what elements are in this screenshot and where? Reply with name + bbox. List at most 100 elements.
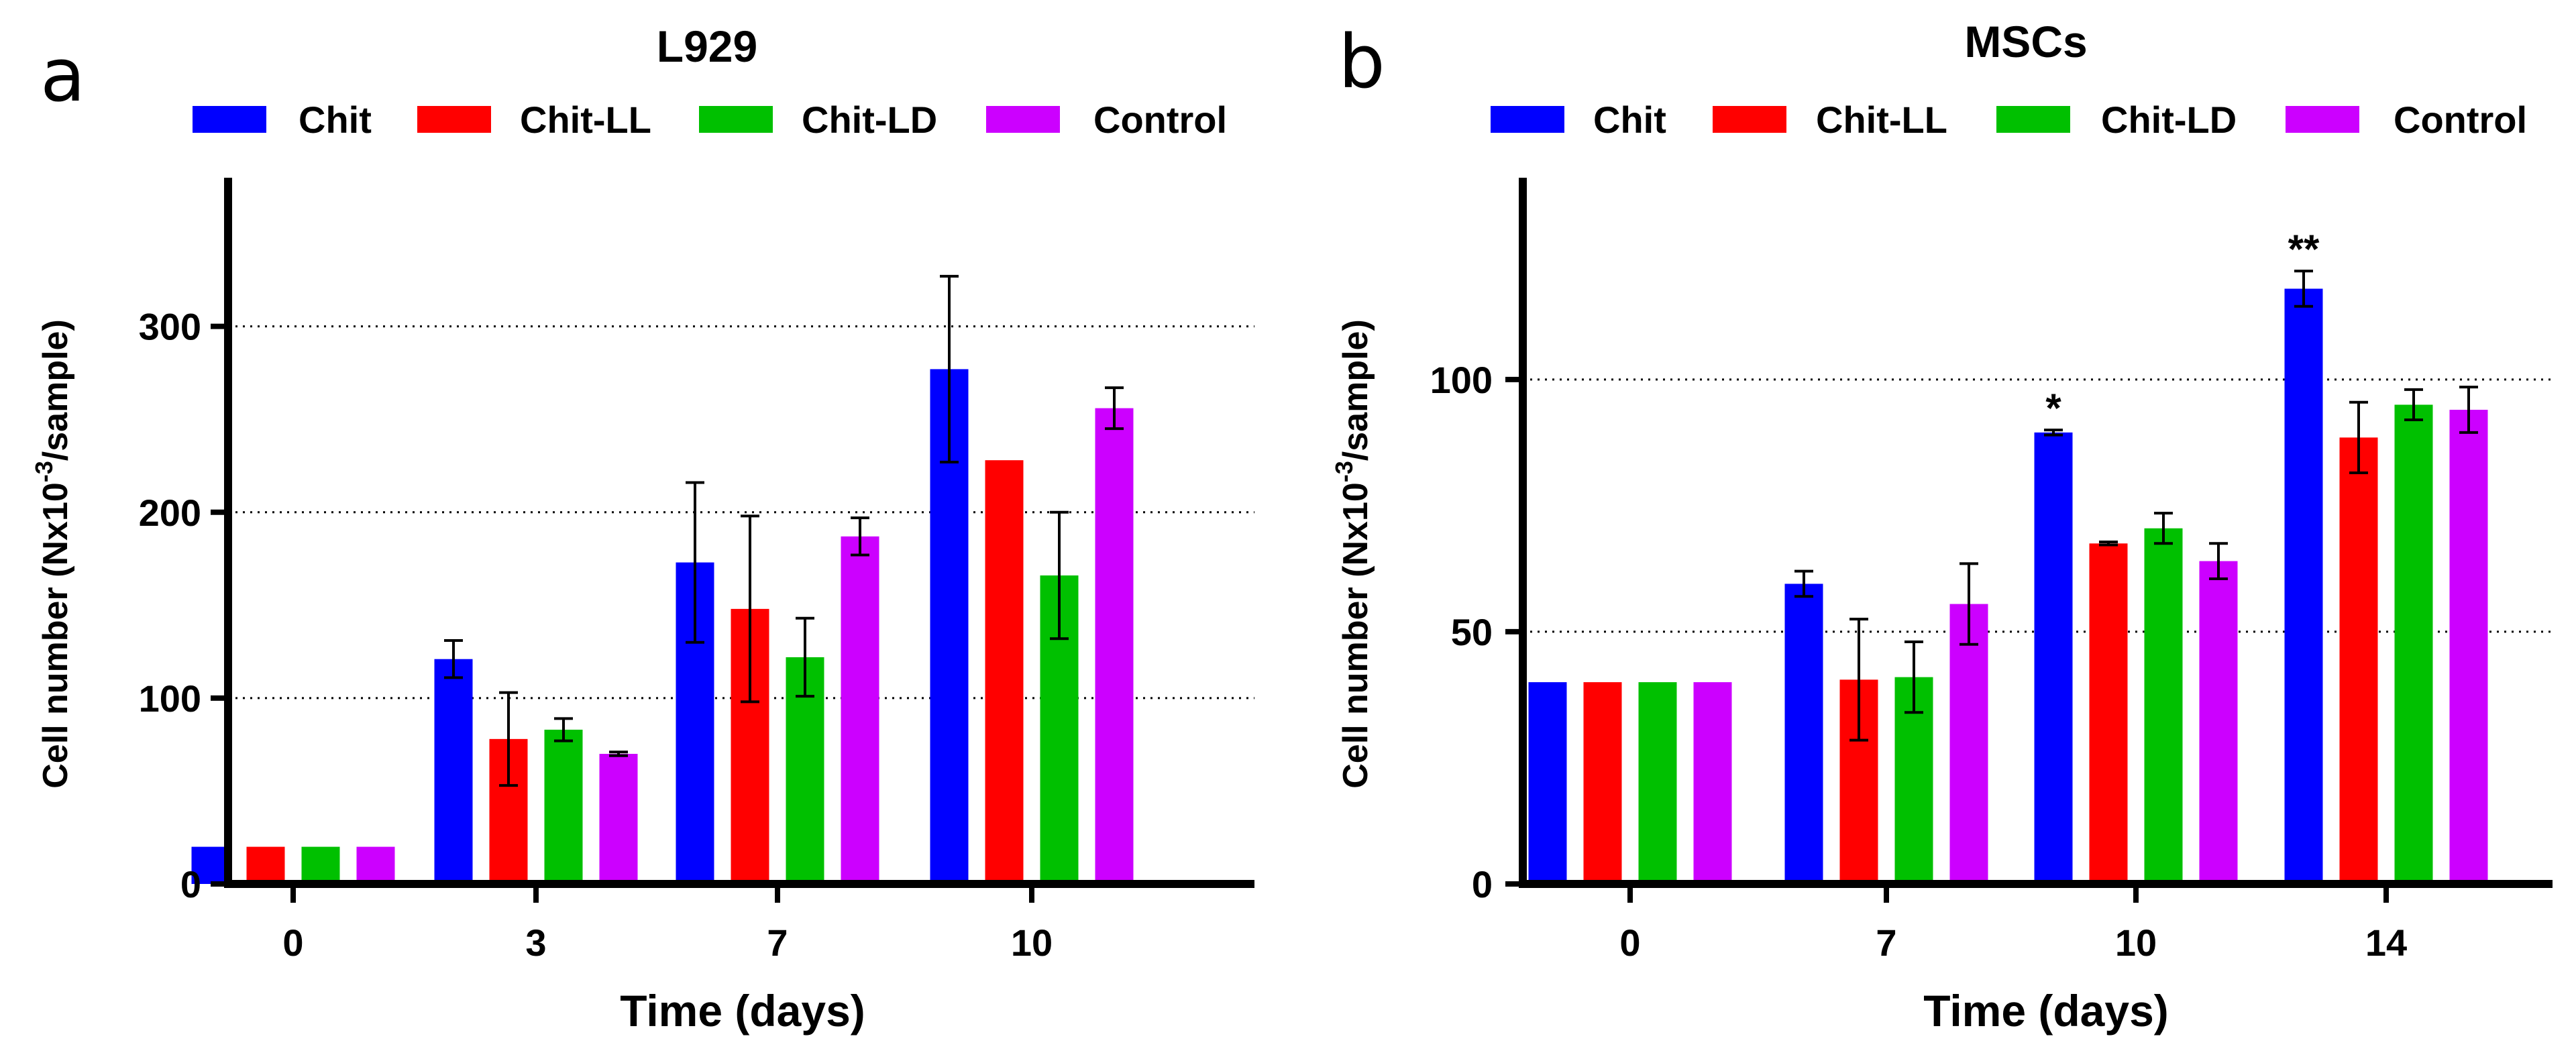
panel-b-x-tick-label-7: 7 xyxy=(1876,922,1896,964)
panel-a-bar-control-7 xyxy=(841,536,879,884)
panel-b-error-bar-chit-10 xyxy=(2044,429,2063,437)
panel-b-error-bar-chit-14 xyxy=(2294,270,2313,308)
panel-b-bar-chit-ld-0 xyxy=(1638,682,1677,884)
panel-b-error-bar-chit-7 xyxy=(1794,569,1813,598)
panel-a-error-bar-chit-ld-10 xyxy=(1050,510,1069,640)
panel-b-legend-label-chit-ld: Chit-LD xyxy=(2101,99,2237,141)
panel-b-title: MSCs xyxy=(1964,17,2087,66)
panel-a-bar-chit-3 xyxy=(434,659,473,884)
panel-a-legend-label-chit-ll: Chit-LL xyxy=(520,99,651,141)
panel-b-x-tick-label-10: 10 xyxy=(2115,922,2157,964)
panel-b-bar-chit-10 xyxy=(2034,432,2073,884)
panel-b-bar-chit-ld-10 xyxy=(2144,528,2183,884)
panel-a-y-axis-title-main: Cell number (Nx10 xyxy=(36,482,75,789)
panel-b-y-axis-title-sup: -3 xyxy=(1330,461,1358,482)
panel-a-legend-swatch-chit-ld xyxy=(699,106,773,133)
panel-a-y-tick-label-200: 200 xyxy=(139,492,201,534)
panel-a-legend-label-chit: Chit xyxy=(299,99,372,141)
panel-a-error-bar-chit-ld-3 xyxy=(554,717,573,742)
panel-a-error-bar-chit-7 xyxy=(686,481,704,644)
panel-b-bar-chit-ld-14 xyxy=(2394,404,2433,884)
panel-b-error-bar-control-7 xyxy=(1960,562,1978,646)
panel-a-x-tick-label-0: 0 xyxy=(282,922,303,964)
panel-a-title: L929 xyxy=(657,21,757,71)
panel-b-bars xyxy=(1528,288,2488,884)
panel-b-annotation-0: * xyxy=(2045,386,2061,431)
panel-a-y-ticks: 0 100 200 300 xyxy=(139,306,228,905)
panel-b-x-tick-label-0: 0 xyxy=(1619,922,1640,964)
panel-b-bar-chit-ll-14 xyxy=(2339,437,2378,884)
panel-a-y-tick-label-300: 300 xyxy=(139,306,201,348)
panel-a-error-bar-chit-3 xyxy=(444,638,463,679)
panel-a-bars xyxy=(191,369,1134,884)
panel-b-y-axis-title-main: Cell number (Nx10 xyxy=(1336,482,1375,789)
panel-a-y-axis-title-sup: -3 xyxy=(30,461,58,482)
panel-b-y-tick-label-0: 0 xyxy=(1472,863,1493,905)
panel-b-bar-chit-14 xyxy=(2284,288,2323,884)
panel-a-legend-swatch-control xyxy=(986,106,1060,133)
panel-a-bar-chit-ld-0 xyxy=(301,846,340,884)
panel-b-legend: Chit Chit-LL Chit-LD Control xyxy=(1491,99,2527,141)
panel-a-legend-swatch-chit-ll xyxy=(417,106,491,133)
panel-a-error-bar-control-10 xyxy=(1105,386,1124,431)
panel-a-y-axis-title: Cell number (Nx10-3/sample) xyxy=(30,319,75,789)
panel-a-error-bar-chit-ld-7 xyxy=(796,616,814,698)
panel-b-error-bars xyxy=(1794,270,2478,742)
panel-b-error-bar-chit-ld-10 xyxy=(2154,512,2173,545)
panel-b-legend-swatch-chit-ll xyxy=(1713,106,1786,133)
panel-b-y-ticks: 0 50 100 xyxy=(1430,359,1523,905)
panel-a-x-axis-title: Time (days) xyxy=(620,986,865,1036)
panel-a-letter: a xyxy=(40,32,85,118)
panel-b-axes xyxy=(1519,178,2553,888)
panel-b-error-bar-chit-ld-14 xyxy=(2404,388,2423,422)
panel-a-legend-label-chit-ld: Chit-LD xyxy=(802,99,937,141)
panel-b-y-axis-title-tail: /sample) xyxy=(1336,319,1375,461)
panel-b-x-tick-label-14: 14 xyxy=(2365,922,2407,964)
panel-b-y-axis-title: Cell number (Nx10-3/sample) xyxy=(1330,319,1375,789)
panel-a-bar-chit-ll-0 xyxy=(246,846,285,884)
panel-a-y-tick-label-100: 100 xyxy=(139,677,201,720)
panel-a-legend: Chit Chit-LL Chit-LD Control xyxy=(193,99,1227,141)
panel-b-bar-chit-ll-0 xyxy=(1583,682,1622,884)
panel-a-chart: a L929 Chit Chit-LL Chit-LD Control 0 100 200… xyxy=(30,21,1254,1036)
panel-b-annotations: *** xyxy=(2045,227,2320,431)
panel-a-error-bars xyxy=(444,274,1124,787)
panel-b-y-tick-label-50: 50 xyxy=(1451,611,1493,653)
panel-a-y-tick-label-0: 0 xyxy=(180,863,201,905)
panel-b-legend-swatch-chit-ld xyxy=(1996,106,2070,133)
panel-a-error-bar-control-7 xyxy=(851,516,869,557)
panel-b-bar-control-10 xyxy=(2199,561,2238,884)
panel-a-legend-swatch-chit xyxy=(193,106,266,133)
panel-a-error-bar-control-3 xyxy=(609,750,628,757)
panel-b-error-bar-chit-ll-7 xyxy=(1849,618,1868,742)
panel-a-y-axis-title-tail: /sample) xyxy=(36,319,75,461)
panel-a-bar-chit-ll-10 xyxy=(985,460,1024,884)
panel-b-x-axis-title: Time (days) xyxy=(1923,986,2169,1036)
panel-b-bar-chit-ll-10 xyxy=(2089,543,2128,884)
panel-b-y-tick-label-100: 100 xyxy=(1430,359,1493,401)
panel-a-x-tick-label-7: 7 xyxy=(767,922,788,964)
panel-b-legend-swatch-chit xyxy=(1491,106,1564,133)
panel-b-gridlines xyxy=(1523,378,2553,633)
panel-b-legend-label-chit-ll: Chit-LL xyxy=(1816,99,1947,141)
panel-b-error-bar-chit-ll-14 xyxy=(2349,400,2368,475)
panel-a-x-tick-label-3: 3 xyxy=(525,922,546,964)
panel-a-bar-chit-ld-3 xyxy=(544,730,583,884)
panel-a-bar-control-10 xyxy=(1095,408,1134,884)
panel-b-x-ticks: 0 7 10 14 xyxy=(1619,884,2407,964)
panel-b-legend-label-control: Control xyxy=(2394,99,2527,141)
panel-b-bar-control-7 xyxy=(1949,604,1988,884)
panel-a-bar-control-0 xyxy=(356,846,395,884)
panel-b-error-bar-control-14 xyxy=(2459,386,2478,434)
panel-a-legend-label-control: Control xyxy=(1093,99,1227,141)
panel-a-error-bar-chit-ll-7 xyxy=(741,514,759,704)
panel-b-bar-chit-0 xyxy=(1528,682,1567,884)
panel-b-annotation-1: ** xyxy=(2288,227,2320,272)
panel-a-bar-control-3 xyxy=(599,754,638,884)
panel-b-letter: b xyxy=(1338,19,1385,105)
panel-a-bar-chit-0 xyxy=(191,846,230,884)
panel-b-legend-swatch-control xyxy=(2286,106,2359,133)
panel-b-error-bar-chit-ll-10 xyxy=(2099,541,2118,547)
panel-b-error-bar-control-10 xyxy=(2209,542,2228,580)
